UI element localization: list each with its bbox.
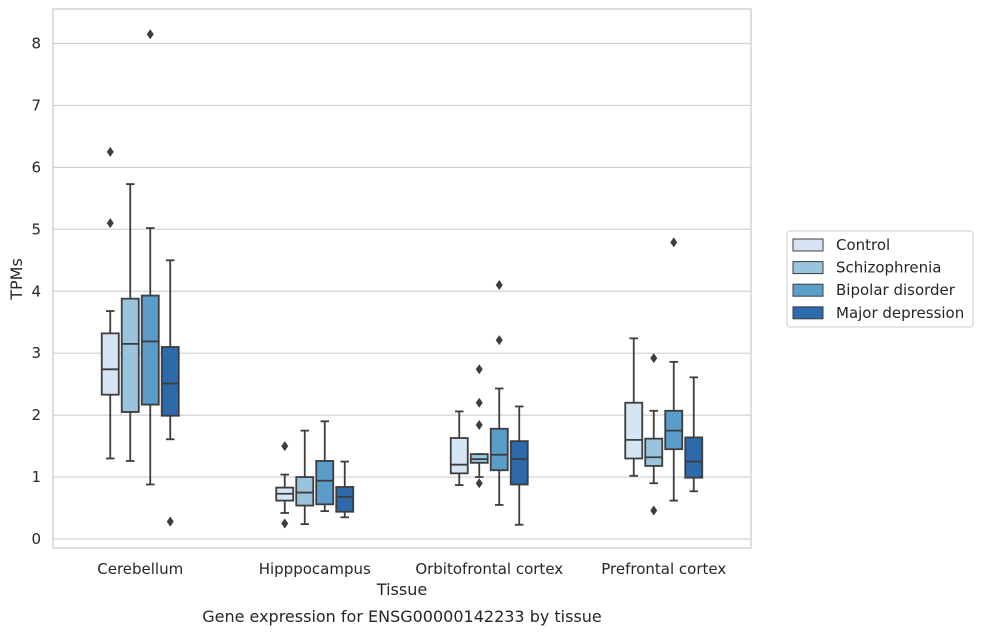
y-tick-label: 0 bbox=[31, 530, 41, 548]
y-tick-label: 1 bbox=[31, 468, 41, 486]
legend-label: Control bbox=[836, 236, 890, 254]
box-iqr bbox=[120, 297, 140, 413]
box-iqr bbox=[684, 436, 704, 479]
outlier-point bbox=[281, 441, 289, 452]
plot-frame bbox=[52, 8, 752, 549]
outlier-point bbox=[106, 146, 114, 157]
outlier-point bbox=[146, 29, 154, 40]
outlier-point bbox=[495, 280, 503, 291]
outlier-point bbox=[650, 505, 658, 516]
box-major-depression-3 bbox=[684, 376, 704, 493]
x-tick-label: Orbitofrontal cortex bbox=[415, 560, 563, 578]
outlier-point bbox=[166, 516, 174, 527]
y-tick-label: 3 bbox=[31, 344, 41, 362]
y-tick-label: 5 bbox=[31, 220, 41, 238]
outlier-point bbox=[670, 237, 678, 248]
y-tick-labels: 0 1 2 3 4 5 6 7 8 bbox=[31, 35, 41, 549]
box-bipolar-disorder-2 bbox=[489, 280, 509, 506]
legend-label: Bipolar disorder bbox=[836, 281, 956, 299]
x-tick-label: Cerebellum bbox=[97, 560, 183, 578]
plot-background bbox=[53, 9, 751, 548]
box-control-2 bbox=[449, 410, 469, 487]
box-iqr bbox=[100, 332, 120, 396]
outlier-point bbox=[475, 420, 483, 431]
x-tick-label: Prefrontal cortex bbox=[601, 560, 726, 578]
box-major-depression-2 bbox=[509, 405, 529, 526]
box-iqr bbox=[644, 437, 664, 467]
outlier-point bbox=[281, 518, 289, 529]
legend-swatch bbox=[792, 238, 824, 252]
outlier-point bbox=[106, 218, 114, 229]
legend-swatch bbox=[792, 261, 824, 275]
box-iqr bbox=[315, 460, 335, 506]
box-schizophrenia-1 bbox=[295, 429, 315, 526]
y-tick-label: 8 bbox=[31, 35, 41, 53]
box-bipolar-disorder-1 bbox=[315, 420, 335, 513]
box-iqr bbox=[140, 294, 160, 406]
box-bipolar-disorder-3 bbox=[664, 237, 684, 502]
outlier-point bbox=[475, 364, 483, 375]
outlier-point bbox=[650, 353, 658, 364]
box-schizophrenia-3 bbox=[644, 353, 664, 516]
y-tick-label: 7 bbox=[31, 96, 41, 114]
box-bipolar-disorder-0 bbox=[140, 29, 160, 486]
box-iqr bbox=[624, 401, 644, 460]
y-tick-label: 6 bbox=[31, 158, 41, 176]
box-major-depression-1 bbox=[335, 460, 355, 519]
figure-caption: Gene expression for ENSG00000142233 by t… bbox=[202, 607, 602, 626]
box-schizophrenia-2 bbox=[469, 364, 489, 489]
legend-frame bbox=[786, 230, 974, 328]
y-tick-label: 2 bbox=[31, 406, 41, 424]
box-iqr bbox=[489, 427, 509, 472]
x-tick-label: Hipppocampus bbox=[259, 560, 371, 578]
box-series bbox=[100, 29, 704, 529]
box-control-1 bbox=[275, 441, 295, 529]
outlier-point bbox=[475, 397, 483, 408]
y-tick-label: 4 bbox=[31, 282, 41, 300]
box-iqr bbox=[160, 346, 180, 417]
y-axis-label: TPMs bbox=[7, 258, 26, 301]
box-iqr bbox=[335, 486, 355, 513]
x-axis-label: Tissue bbox=[376, 580, 427, 599]
outlier-point bbox=[475, 478, 483, 489]
legend: Control Schizophrenia Bipolar disorder Majo… bbox=[786, 230, 974, 328]
outlier-point bbox=[495, 335, 503, 346]
box-iqr bbox=[295, 476, 315, 507]
x-tick-labels: Cerebellum Hipppocampus Orbitofrontal cort… bbox=[97, 560, 726, 578]
legend-label: Major depression bbox=[836, 304, 964, 322]
box-major-depression-0 bbox=[160, 259, 180, 527]
legend-label: Schizophrenia bbox=[836, 259, 941, 277]
box-schizophrenia-0 bbox=[120, 183, 140, 462]
box-control-0 bbox=[100, 146, 120, 460]
box-iqr bbox=[509, 440, 529, 486]
legend-swatch bbox=[792, 306, 824, 320]
box-iqr bbox=[449, 437, 469, 475]
legend-swatch bbox=[792, 283, 824, 297]
box-control-3 bbox=[624, 337, 644, 477]
